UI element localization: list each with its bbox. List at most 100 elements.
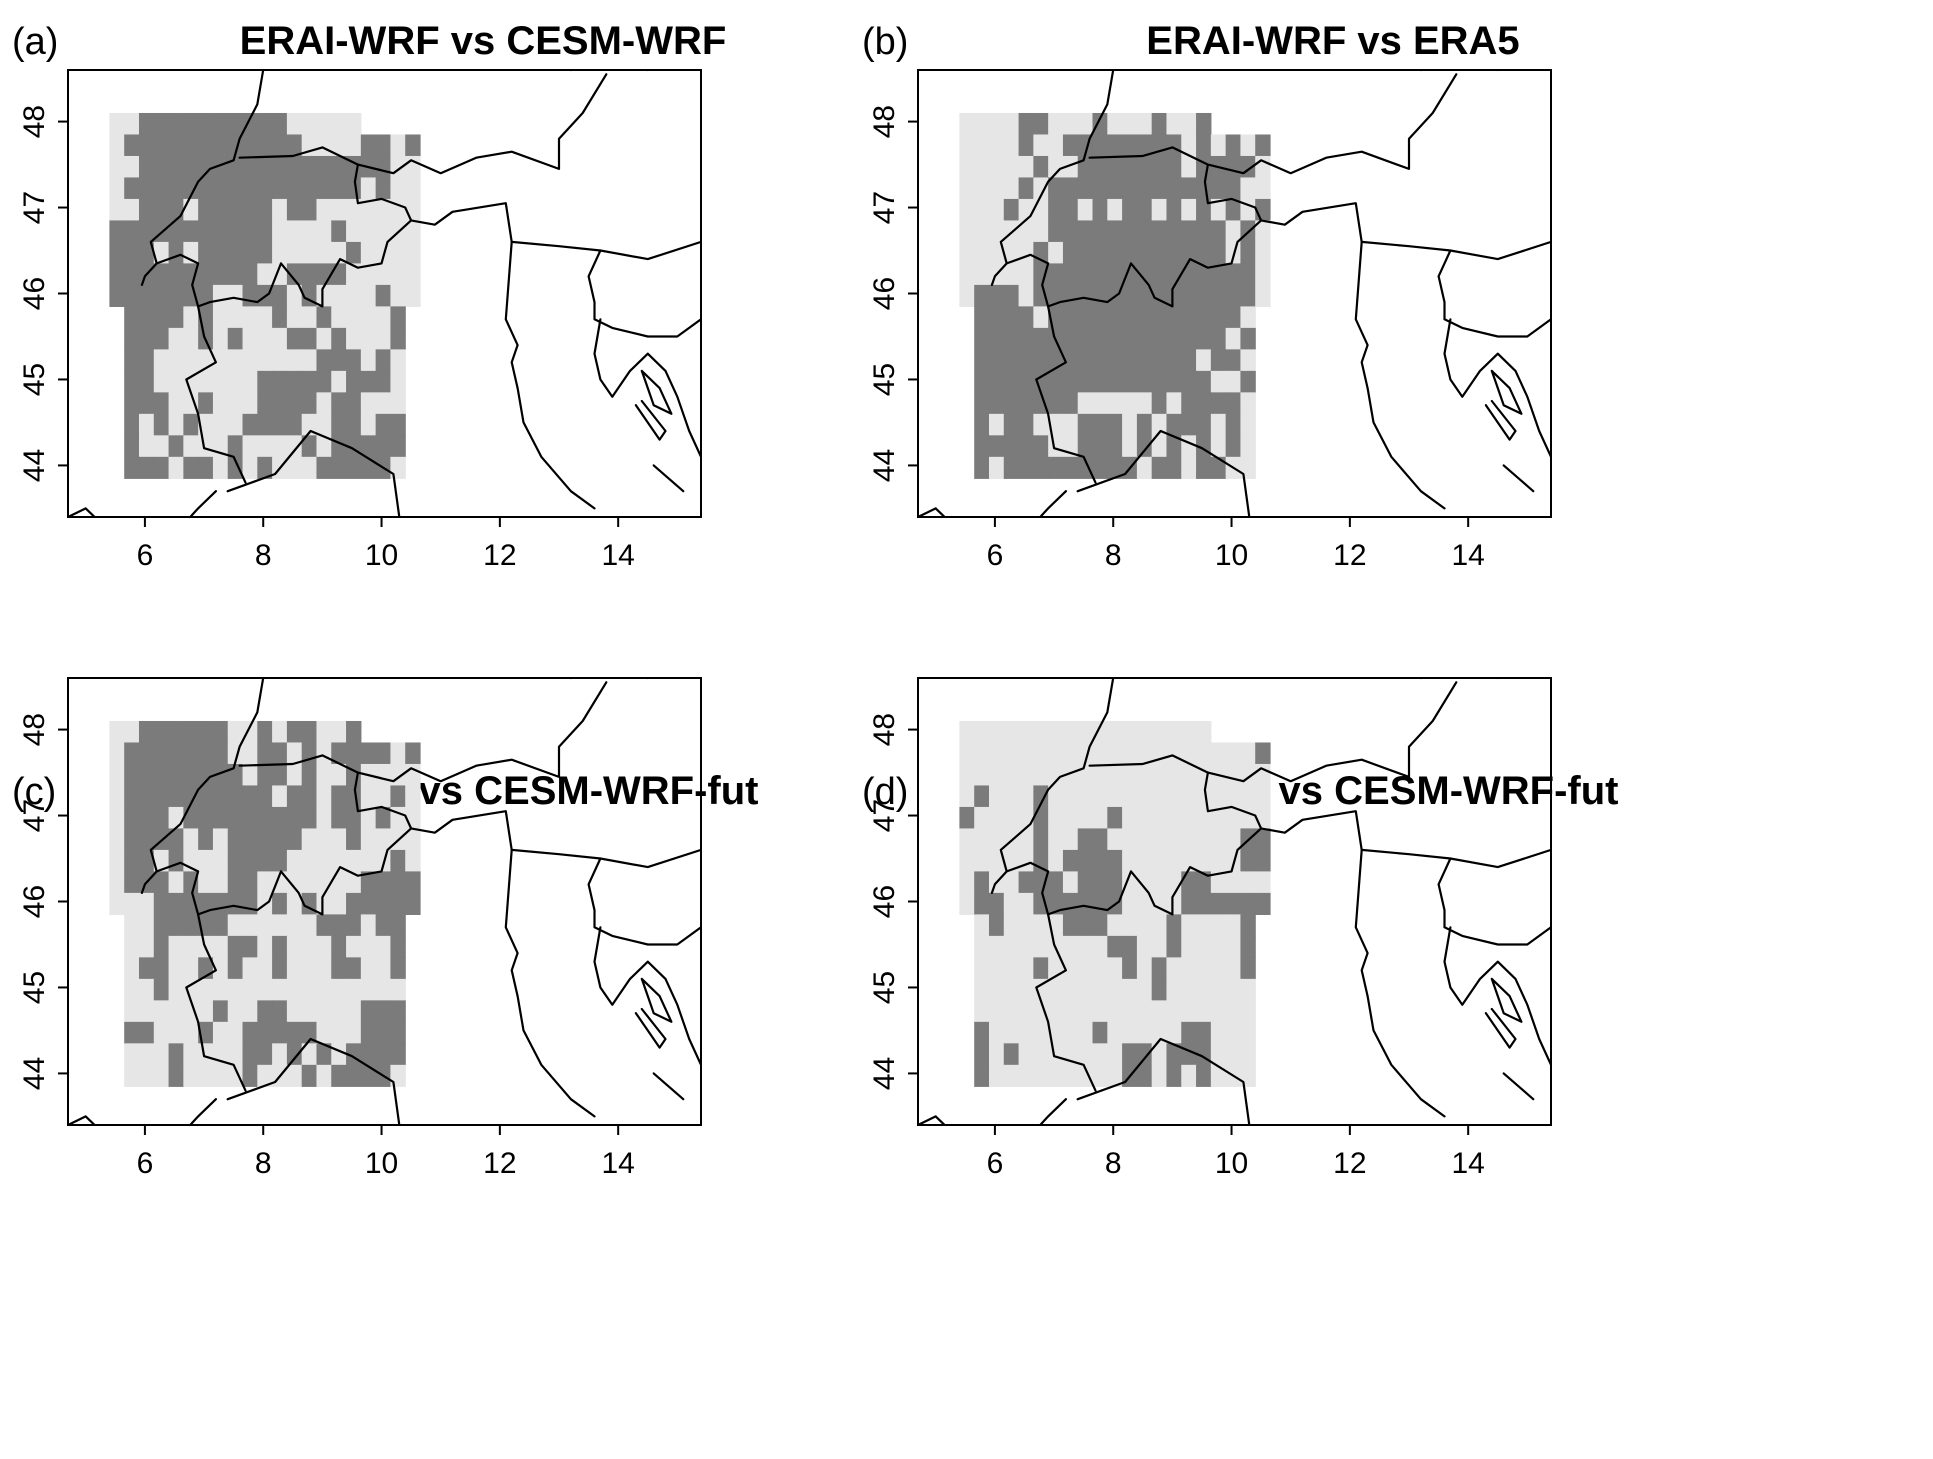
grid-cell bbox=[109, 198, 125, 222]
grid-cell-significant bbox=[1166, 306, 1182, 329]
grid-cell-significant bbox=[153, 742, 170, 765]
grid-cell bbox=[1240, 871, 1256, 894]
grid-cell bbox=[1151, 435, 1168, 458]
grid-cell-significant bbox=[1077, 828, 1094, 851]
grid-cell-significant bbox=[1166, 284, 1182, 307]
grid-cell-significant bbox=[286, 134, 303, 157]
grid-cell bbox=[1018, 1021, 1034, 1044]
grid-cell-significant bbox=[168, 892, 184, 915]
grid-cell-significant bbox=[1240, 892, 1256, 915]
grid-cell bbox=[988, 112, 1005, 136]
grid-cell-significant bbox=[1092, 871, 1108, 894]
grid-cell bbox=[1136, 828, 1153, 851]
grid-cell bbox=[988, 742, 1005, 765]
grid-cell bbox=[198, 1043, 214, 1066]
grid-cell-significant bbox=[1136, 284, 1153, 307]
grid-cell bbox=[316, 134, 332, 157]
grid-cell-significant bbox=[138, 742, 155, 765]
country-border bbox=[1035, 913, 1097, 1092]
grid-cell-significant bbox=[153, 306, 170, 329]
grid-cell bbox=[1240, 413, 1256, 436]
grid-cell bbox=[316, 978, 332, 1001]
grid-cell bbox=[346, 198, 362, 222]
grid-cell-significant bbox=[1166, 263, 1182, 286]
country-border bbox=[918, 507, 947, 517]
grid-cell bbox=[405, 177, 421, 200]
grid-cell-significant bbox=[1225, 349, 1242, 372]
grid-cell bbox=[974, 978, 990, 1001]
grid-cell bbox=[212, 284, 229, 307]
grid-cell-significant bbox=[242, 220, 258, 243]
country-border bbox=[155, 163, 413, 308]
grid-cell bbox=[257, 306, 273, 329]
grid-cell-significant bbox=[360, 742, 377, 765]
grid-cell-significant bbox=[988, 370, 1005, 393]
grid-cell-significant bbox=[1136, 241, 1153, 265]
country-border bbox=[1437, 249, 1551, 338]
grid-cell-significant bbox=[138, 134, 155, 157]
panel-tag: (d) bbox=[862, 771, 908, 813]
grid-cell bbox=[1196, 849, 1212, 873]
grid-cell bbox=[959, 785, 975, 808]
grid-cell bbox=[1018, 1043, 1034, 1066]
grid-cell bbox=[1062, 1000, 1079, 1023]
grid-cell bbox=[1107, 198, 1123, 222]
grid-cell bbox=[272, 914, 288, 937]
grid-cell bbox=[1225, 806, 1242, 830]
grid-cell-significant bbox=[198, 134, 214, 157]
grid-cell-significant bbox=[168, 263, 184, 286]
grid-cell bbox=[1092, 957, 1108, 980]
grid-cell-significant bbox=[198, 155, 214, 179]
grid-cell bbox=[1181, 112, 1197, 136]
grid-cell bbox=[212, 1021, 229, 1044]
grid-cell-significant bbox=[1048, 263, 1064, 286]
grid-cell-significant bbox=[227, 849, 244, 873]
grid-cell bbox=[1107, 978, 1123, 1001]
grid-cell-significant bbox=[153, 327, 170, 350]
grid-cell bbox=[124, 892, 140, 915]
grid-cell-significant bbox=[168, 155, 184, 179]
grid-cell-significant bbox=[257, 720, 273, 744]
grid-cell bbox=[346, 112, 362, 136]
grid-cell bbox=[1166, 828, 1182, 851]
grid-cell bbox=[1136, 957, 1153, 980]
country-border bbox=[1038, 1098, 1067, 1125]
grid-cell bbox=[1210, 978, 1227, 1001]
grid-cell-significant bbox=[988, 284, 1005, 307]
grid-cell bbox=[1166, 871, 1182, 894]
country-border bbox=[226, 429, 401, 517]
grid-cell bbox=[1062, 720, 1079, 744]
grid-cell-significant bbox=[1151, 957, 1168, 980]
grid-cell bbox=[1122, 1021, 1138, 1044]
grid-cell bbox=[375, 828, 392, 851]
y-tick-label: 46 bbox=[18, 277, 51, 310]
grid-cell bbox=[183, 1000, 199, 1023]
grid-cell bbox=[405, 241, 421, 265]
grid-cell bbox=[959, 198, 975, 222]
grid-cell bbox=[1210, 957, 1227, 980]
grid-cell-significant bbox=[331, 742, 347, 765]
grid-cell-significant bbox=[346, 456, 362, 479]
grid-cell bbox=[331, 198, 347, 222]
grid-cell-significant bbox=[1151, 220, 1168, 243]
x-tick-label: 6 bbox=[987, 539, 1004, 572]
x-tick-label: 14 bbox=[601, 539, 634, 572]
y-tick-label: 48 bbox=[18, 105, 51, 138]
grid-cell-significant bbox=[1018, 370, 1034, 393]
grid-cell-significant bbox=[316, 263, 332, 286]
x-tick-label: 8 bbox=[1105, 539, 1122, 572]
grid-cell-significant bbox=[183, 720, 199, 744]
grid-cell bbox=[124, 935, 140, 958]
grid-cell bbox=[360, 978, 377, 1001]
grid-cell-significant bbox=[331, 806, 347, 830]
grid-cell-significant bbox=[1062, 892, 1079, 915]
grid-cell bbox=[405, 849, 421, 873]
grid-cell bbox=[257, 957, 273, 980]
grid-cell bbox=[286, 914, 303, 937]
country-border bbox=[155, 771, 413, 916]
grid-cell bbox=[360, 935, 377, 958]
grid-cell bbox=[1003, 957, 1020, 980]
grid-cell-significant bbox=[1107, 155, 1123, 179]
grid-cell bbox=[316, 785, 332, 808]
grid-cell-significant bbox=[1018, 306, 1034, 329]
